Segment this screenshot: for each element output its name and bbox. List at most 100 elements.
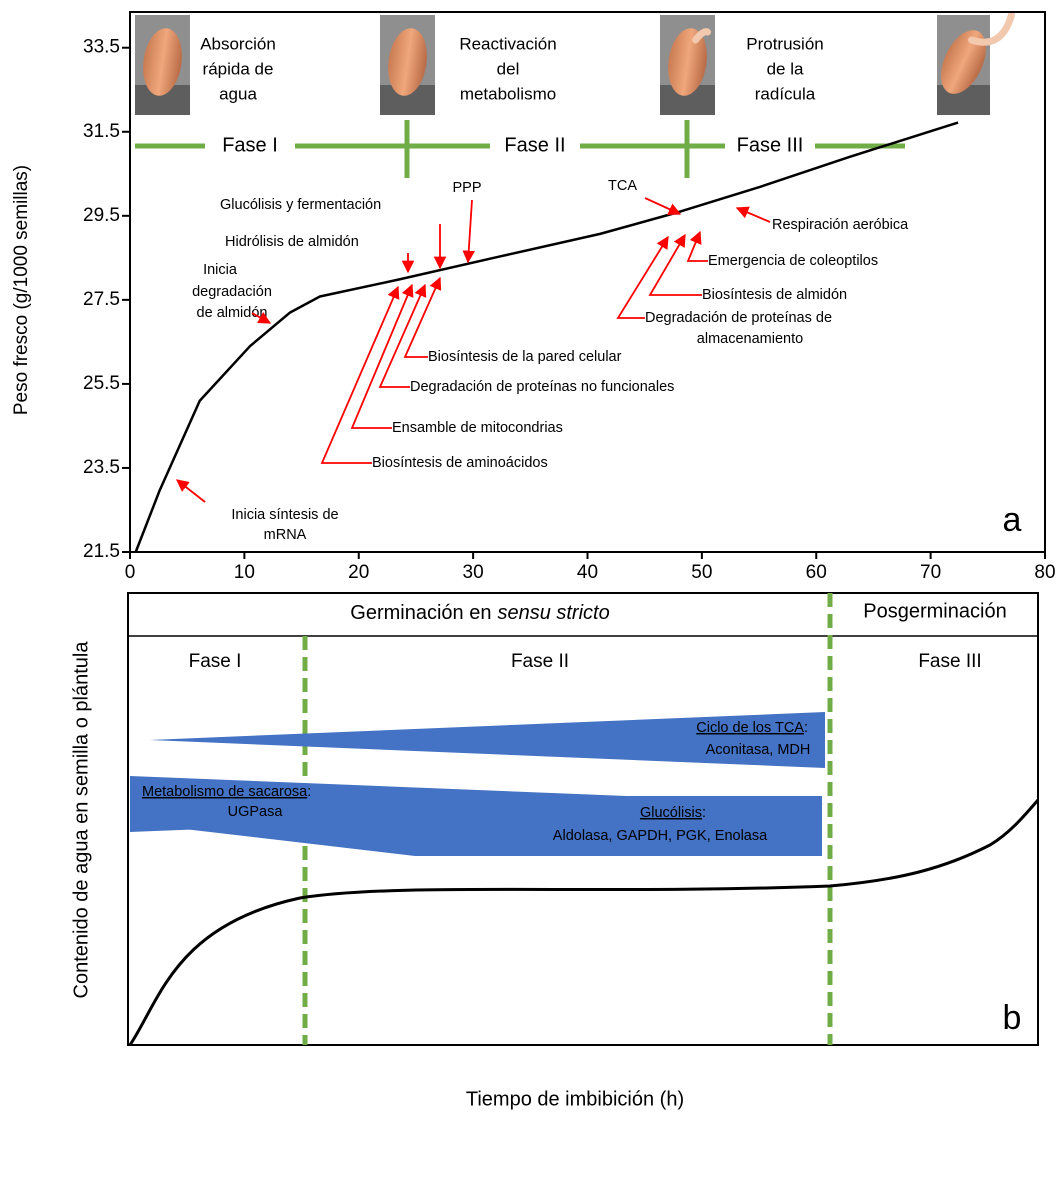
y-tick-label: 31.5	[83, 121, 120, 142]
annotation-arrow	[251, 311, 272, 324]
annotation-arrow	[686, 230, 708, 262]
panel-b: Germinación en sensu stricto Posgerminació…	[70, 592, 1040, 1046]
panel-frame	[127, 592, 1039, 1046]
x-tick-label: 70	[920, 562, 941, 583]
annotation: Hidrólisis de almidón	[225, 234, 359, 250]
header-italic: sensu stricto	[497, 602, 609, 624]
stage-caption: Reactivación	[459, 34, 556, 53]
annotation-arrow	[735, 206, 771, 223]
phase-label-bg	[725, 132, 815, 160]
annotation: Glucólisis y fermentación	[220, 197, 381, 213]
stage-caption: metabolismo	[460, 84, 556, 103]
annotation: Respiración aeróbica	[772, 217, 909, 233]
wedge	[150, 712, 825, 768]
data-line	[134, 121, 959, 553]
annotation-arrow	[350, 283, 414, 429]
annotation-arrow	[644, 197, 682, 216]
annotation-arrow	[176, 479, 206, 503]
stage-caption: del	[497, 59, 520, 78]
annotation-arrow	[462, 199, 476, 264]
panel-label: a	[1003, 501, 1022, 539]
annotation: Biosíntesis de aminoácidos	[372, 455, 548, 471]
seed	[388, 28, 427, 96]
annotation-arrow	[648, 233, 702, 296]
phase-label: Fase I	[189, 651, 242, 672]
y-axis-label: Contenido de agua en semilla o plántula	[70, 641, 92, 999]
seed-photo	[937, 11, 1015, 115]
panel-a: Absorción rápida de agua Reactivación del met…	[11, 11, 1056, 583]
pathway-name: Metabolismo de sacarosa:	[142, 784, 311, 800]
seed-photo	[660, 15, 715, 115]
y-tick-label: 23.5	[83, 457, 120, 478]
y-axis-label: Peso fresco (g/1000 semillas)	[11, 165, 32, 415]
plot-frame	[129, 11, 1046, 553]
phase-label: Fase II	[504, 134, 565, 156]
annotation: degradación	[192, 284, 272, 300]
y-tick-label: 33.5	[83, 37, 120, 58]
annotation-arrow	[403, 276, 442, 358]
annotation-arrow	[378, 283, 427, 388]
pathway-enzymes: Aldolasa, GAPDH, PGK, Enolasa	[553, 828, 768, 844]
pathway-enzymes: Aconitasa, MDH	[706, 742, 811, 758]
pathway-name: Ciclo de los TCA:	[696, 720, 808, 736]
seed	[668, 28, 707, 96]
annotation: TCA	[608, 178, 637, 194]
x-tick-label: 50	[691, 562, 712, 583]
x-tick-label: 30	[463, 562, 484, 583]
seed	[143, 28, 182, 96]
pathway-colon: :	[702, 805, 706, 821]
x-tick-label: 10	[234, 562, 255, 583]
pathway-colon: :	[307, 784, 311, 800]
radicle	[968, 11, 1015, 46]
radicle	[692, 28, 711, 44]
phase-label-bg	[490, 132, 580, 160]
y-tick-label: 27.5	[83, 289, 120, 310]
y-tick-label: 21.5	[83, 541, 120, 562]
stage-caption: Protrusión	[746, 34, 823, 53]
annotation: Emergencia de coleoptilos	[708, 253, 878, 269]
annotation: Biosíntesis de la pared celular	[428, 349, 622, 365]
pathway-colon: :	[804, 720, 808, 736]
annotation: almacenamiento	[697, 331, 803, 347]
y-tick-label: 25.5	[83, 373, 120, 394]
phase-label-bg	[205, 132, 295, 160]
annotation: Biosíntesis de almidón	[702, 287, 847, 303]
panel-label: b	[1003, 999, 1022, 1037]
x-tick-label: 80	[1034, 562, 1055, 583]
pathway-title: Glucólisis	[640, 805, 702, 821]
stage-caption: Absorción	[200, 34, 276, 53]
x-tick-label: 0	[125, 562, 136, 583]
seed-photo	[380, 15, 435, 115]
x-tick-label: 20	[348, 562, 369, 583]
header: Posgerminación	[863, 600, 1006, 622]
annotation-arrow	[616, 235, 669, 319]
annotation: de almidón	[197, 305, 268, 321]
stage-caption: agua	[219, 84, 257, 103]
pathway-title: Ciclo de los TCA	[696, 720, 804, 736]
water-curve	[128, 799, 1040, 1046]
phase-label: Fase III	[918, 651, 981, 672]
phase-label: Fase III	[737, 134, 804, 156]
pathway-title: Metabolismo de sacarosa	[142, 784, 308, 800]
seed-photo	[135, 15, 190, 115]
header-text: Germinación en	[350, 602, 491, 624]
stage-caption: de la	[767, 59, 804, 78]
x-tick-label: 60	[806, 562, 827, 583]
phase-label: Fase I	[222, 134, 278, 156]
annotation: PPP	[452, 180, 481, 196]
annotation-arrow	[320, 285, 400, 464]
header: Germinación en sensu stricto	[350, 602, 609, 624]
y-tick-label: 29.5	[83, 205, 120, 226]
annotation: Inicia síntesis de	[231, 507, 338, 523]
annotation: Degradación de proteínas de	[645, 310, 832, 326]
pathway-name: Glucólisis:	[640, 805, 706, 821]
stage-caption: rápida de	[203, 59, 274, 78]
phase-label: Fase II	[511, 651, 569, 672]
pathway-enzymes: UGPasa	[228, 804, 284, 820]
stage-caption: radícula	[755, 84, 816, 103]
seed	[941, 30, 986, 94]
annotation: Ensamble de mitocondrias	[392, 420, 563, 436]
wedge	[150, 796, 822, 856]
annotation: Inicia	[203, 262, 238, 278]
